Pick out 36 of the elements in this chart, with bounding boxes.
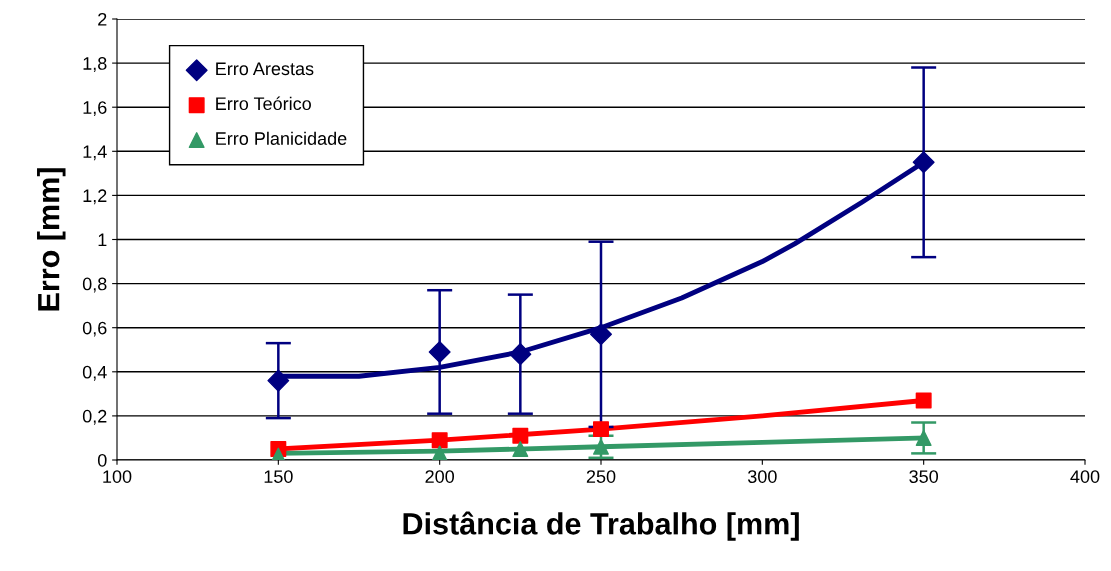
point (428, 340, 451, 363)
x-tick-label: 150 (264, 470, 293, 483)
point (593, 438, 609, 455)
point (912, 151, 935, 174)
point (512, 427, 529, 444)
y-tick-label: 0,2 (82, 409, 107, 425)
point (590, 323, 612, 346)
y-tick-label: 1,2 (83, 189, 107, 205)
x-tick-label: 350 (909, 470, 939, 483)
y-axis-title: Erro [mm] (37, 168, 66, 311)
point (593, 421, 609, 438)
y-tick-label: 0,6 (82, 321, 107, 337)
point (512, 440, 529, 457)
y-tick-label: 1,6 (83, 101, 107, 117)
legend-label: Erro Arestas (216, 62, 314, 76)
y-tick-label: 0,4 (82, 365, 107, 381)
y-tick-label: 0,8 (82, 277, 107, 293)
point (509, 343, 532, 366)
y-tick-label: 1,4 (83, 145, 107, 161)
legend-label: Erro Planicidade (216, 131, 347, 145)
x-tick-label: 100 (103, 470, 132, 483)
point (915, 429, 932, 446)
x-tick-label: 400 (1070, 470, 1100, 483)
point (267, 369, 290, 392)
y-tick-label: 2 (98, 12, 107, 26)
point (431, 445, 448, 460)
x-tick-label: 250 (586, 470, 616, 483)
point (431, 432, 448, 449)
y-tick-label: 1 (98, 233, 107, 247)
y-tick-label: 1,8 (83, 57, 107, 72)
point (915, 392, 932, 409)
x-axis-title: Distância de Trabalho [mm] (403, 511, 799, 541)
legend-label: Erro Teórico (216, 96, 311, 111)
x-tick-label: 200 (425, 470, 455, 483)
y-tick-label: 0 (97, 453, 107, 467)
x-tick-label: 300 (747, 470, 777, 483)
